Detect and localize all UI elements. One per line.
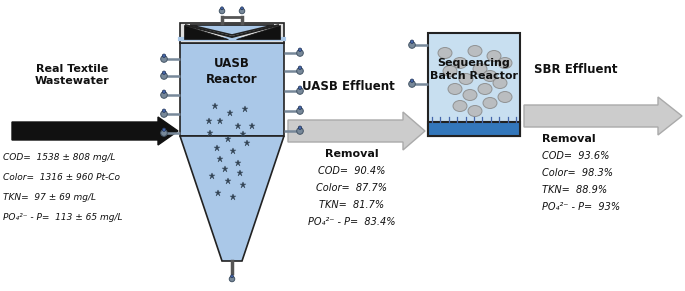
Circle shape [229, 276, 235, 282]
Polygon shape [236, 25, 280, 39]
Ellipse shape [443, 65, 457, 77]
FancyArrow shape [524, 97, 682, 135]
Bar [428, 122, 520, 136]
Bar [180, 43, 284, 136]
Text: PO₄²⁻ - P=  113 ± 65 mg/L: PO₄²⁻ - P= 113 ± 65 mg/L [3, 213, 123, 222]
Text: COD=  1538 ± 808 mg/L: COD= 1538 ± 808 mg/L [3, 153, 115, 162]
Text: COD=  93.6%: COD= 93.6% [542, 151, 610, 161]
FancyArrow shape [288, 112, 425, 150]
Circle shape [297, 68, 303, 74]
FancyArrow shape [12, 117, 178, 145]
Polygon shape [184, 25, 228, 39]
Circle shape [409, 42, 415, 48]
Circle shape [299, 126, 301, 129]
Ellipse shape [438, 47, 452, 58]
Circle shape [239, 8, 245, 14]
Text: UASB
Reactor: UASB Reactor [206, 57, 258, 86]
Circle shape [161, 111, 167, 117]
Ellipse shape [498, 91, 512, 102]
Text: SBR Effluent: SBR Effluent [534, 63, 617, 76]
Ellipse shape [493, 77, 507, 88]
Ellipse shape [448, 84, 462, 95]
Ellipse shape [468, 45, 482, 56]
Ellipse shape [498, 58, 512, 68]
Ellipse shape [478, 84, 492, 95]
Circle shape [161, 130, 167, 136]
Text: PO₄²⁻ - P=  93%: PO₄²⁻ - P= 93% [542, 202, 620, 212]
Text: TKN=  88.9%: TKN= 88.9% [542, 185, 607, 195]
Ellipse shape [453, 100, 467, 111]
Text: Color=  1316 ± 960 Pt-Co: Color= 1316 ± 960 Pt-Co [3, 173, 120, 182]
Circle shape [299, 66, 301, 69]
Ellipse shape [453, 58, 467, 68]
Circle shape [297, 108, 303, 114]
Circle shape [299, 48, 301, 52]
Polygon shape [180, 136, 284, 261]
Ellipse shape [463, 90, 477, 100]
Ellipse shape [487, 51, 501, 61]
Circle shape [299, 106, 301, 109]
Circle shape [409, 81, 415, 87]
Circle shape [297, 88, 303, 94]
Ellipse shape [468, 106, 482, 116]
Text: Color=  98.3%: Color= 98.3% [542, 168, 613, 178]
Circle shape [162, 71, 166, 74]
Circle shape [221, 7, 223, 10]
Circle shape [162, 54, 166, 57]
Text: Removal: Removal [542, 134, 596, 144]
Text: TKN=  97 ± 69 mg/L: TKN= 97 ± 69 mg/L [3, 193, 96, 202]
Text: Removal: Removal [325, 149, 378, 159]
Text: Color=  87.7%: Color= 87.7% [316, 183, 387, 193]
Circle shape [410, 79, 414, 82]
Circle shape [299, 86, 301, 89]
Circle shape [297, 50, 303, 56]
Bar [428, 33, 520, 136]
Circle shape [161, 56, 167, 62]
Ellipse shape [459, 74, 473, 84]
Circle shape [161, 92, 167, 98]
Text: PO₄²⁻ - P=  83.4%: PO₄²⁻ - P= 83.4% [308, 217, 395, 227]
Circle shape [161, 73, 167, 79]
Circle shape [410, 40, 414, 43]
Text: TKN=  81.7%: TKN= 81.7% [319, 200, 384, 210]
Text: COD=  90.4%: COD= 90.4% [318, 166, 385, 176]
Text: UASB Effluent: UASB Effluent [302, 80, 395, 93]
Circle shape [162, 90, 166, 93]
Text: Sequencing
Batch Reactor: Sequencing Batch Reactor [430, 58, 518, 81]
Circle shape [231, 275, 234, 278]
Ellipse shape [483, 97, 497, 109]
Circle shape [297, 128, 303, 134]
Ellipse shape [483, 70, 497, 81]
Circle shape [219, 8, 225, 14]
Circle shape [162, 128, 166, 131]
Bar [180, 23, 284, 43]
Polygon shape [190, 25, 274, 35]
Circle shape [162, 109, 166, 112]
Circle shape [240, 7, 243, 10]
Ellipse shape [473, 63, 487, 74]
Text: Real Textile
Wastewater: Real Textile Wastewater [35, 64, 110, 86]
